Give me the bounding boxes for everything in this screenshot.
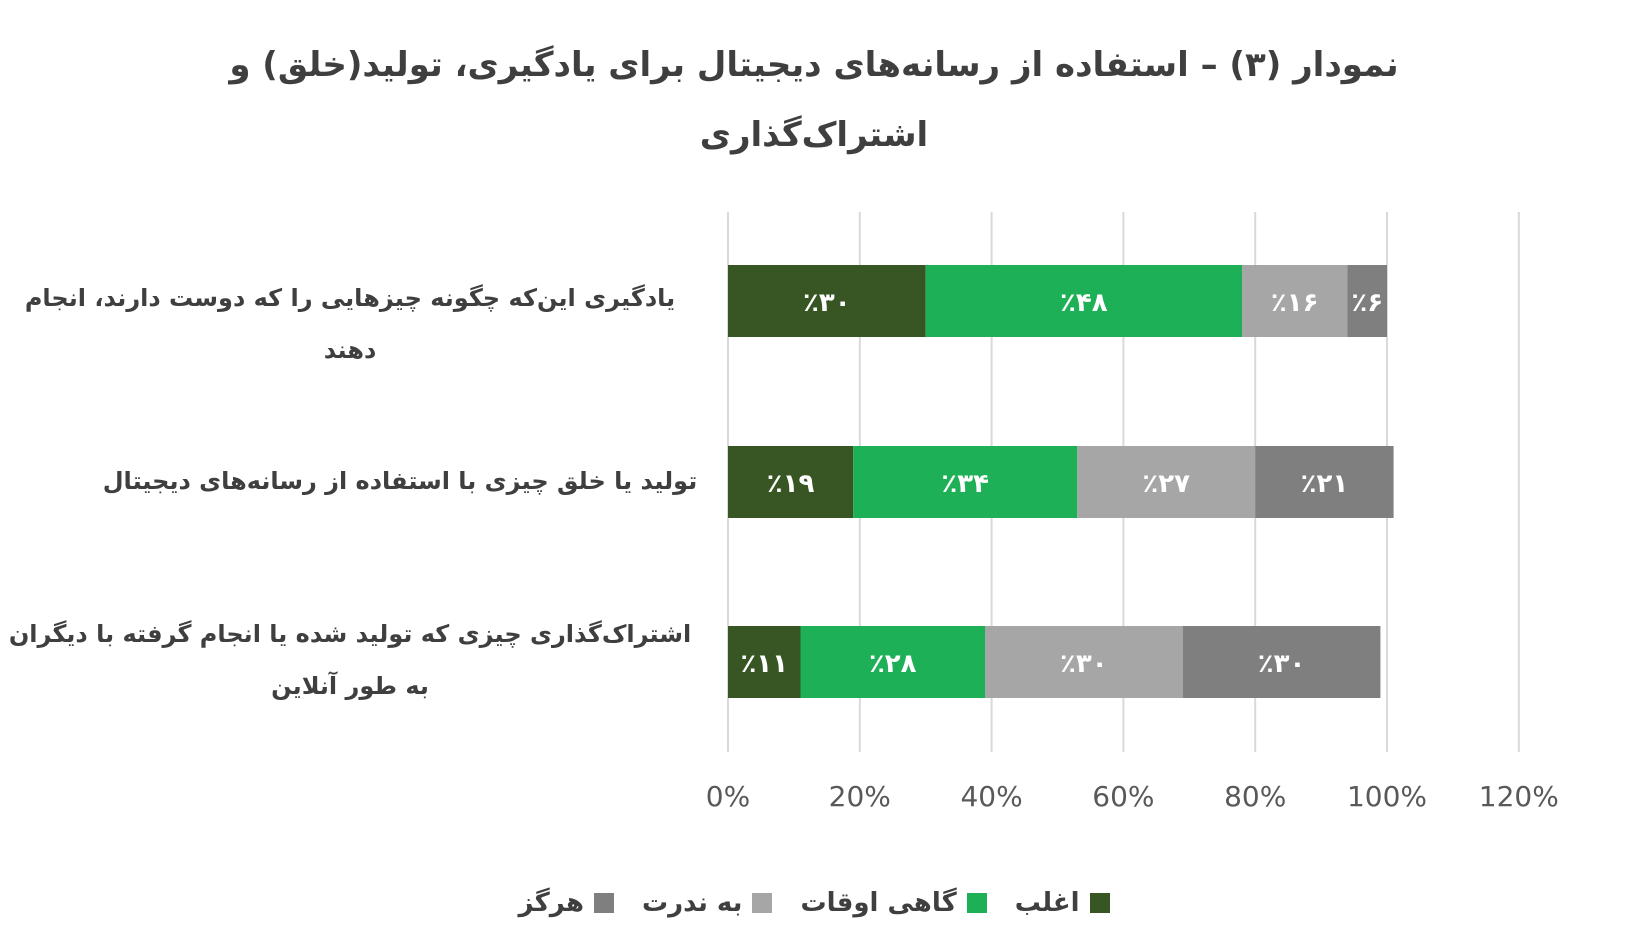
category-label-learning: یادگیری این‌که چگونه چیزهایی را که دوست … (24, 284, 676, 364)
bar-segment-c1-s2 (1077, 446, 1256, 518)
data-label-c1-s2: ٪۲۷ (1142, 469, 1190, 499)
legend-swatch-0 (1089, 893, 1110, 913)
legend-swatch-3 (593, 893, 614, 913)
bar-segment-c0-s1 (925, 265, 1243, 337)
bar-segment-c0-s3 (1347, 265, 1387, 337)
data-label-c0-s0: ٪۳۰ (803, 288, 851, 318)
chart-title: نمودار (۳) – استفاده از رسانه‌های دیجیتا… (100, 30, 1528, 170)
data-label-c0-s3: ٪۶ (1351, 288, 1383, 318)
legend-swatch-1 (966, 893, 987, 913)
x-tick-label-20: 20% (829, 780, 891, 813)
bar-segment-c0-s0 (728, 265, 926, 337)
data-label-c0-s2: ٪۱۶ (1271, 288, 1319, 318)
bar-segment-c2-s2 (985, 626, 1183, 698)
legend-label-0: اغلب (1014, 888, 1080, 918)
legend-swatch-2 (752, 893, 773, 913)
data-label-c0-s1: ٪۴۸ (1060, 288, 1108, 318)
x-tick-label-0: 0% (706, 780, 750, 813)
category-label-sharing: اشتراک‌گذاری چیزی که تولید شده یا انجام … (8, 620, 692, 700)
data-label-c1-s0: ٪۱۹ (767, 469, 815, 499)
legend-item-2: به ندرت (641, 888, 773, 918)
x-tick-label-100: 100% (1347, 780, 1427, 813)
bar-segment-c2-s0 (728, 626, 801, 698)
bar-segment-c1-s1 (853, 446, 1078, 518)
data-label-c2-s0: ٪۱۱ (740, 649, 788, 679)
category-label-producing: تولید یا خلق چیزی با استفاده از رسانه‌ها… (102, 467, 698, 495)
x-tick-label-40: 40% (960, 780, 1022, 813)
legend-item-0: اغلب (1015, 888, 1110, 918)
chart-title-line-1: نمودار (۳) – استفاده از رسانه‌های دیجیتا… (229, 45, 1399, 85)
data-label-c2-s2: ٪۳۰ (1060, 649, 1108, 679)
data-label-c2-s3: ٪۳۰ (1258, 649, 1306, 679)
x-tick-label-80: 80% (1224, 780, 1286, 813)
bar-segment-c1-s0 (728, 446, 854, 518)
data-label-c1-s3: ٪۲۱ (1301, 469, 1349, 499)
legend-item-3: هرگز (518, 888, 614, 918)
bar-segment-c2-s1 (800, 626, 986, 698)
chart-title-line-2: اشتراک‌گذاری (699, 115, 929, 155)
legend-label-1: گاهی اوقات (800, 888, 957, 918)
chart-legend: اغلب گاهی اوقات به ندرت هرگز (0, 888, 1628, 918)
bar-segment-c1-s3 (1255, 446, 1394, 518)
data-label-c1-s1: ٪۳۴ (941, 469, 989, 499)
legend-label-3: هرگز (518, 888, 584, 918)
bar-segment-c2-s3 (1182, 626, 1381, 698)
data-label-c2-s1: ٪۲۸ (869, 649, 917, 679)
x-tick-label-60: 60% (1092, 780, 1154, 813)
legend-item-1: گاهی اوقات (800, 888, 987, 918)
bar-segment-c0-s2 (1242, 265, 1348, 337)
x-tick-label-120: 120% (1479, 780, 1559, 813)
legend-label-2: به ندرت (641, 888, 743, 918)
